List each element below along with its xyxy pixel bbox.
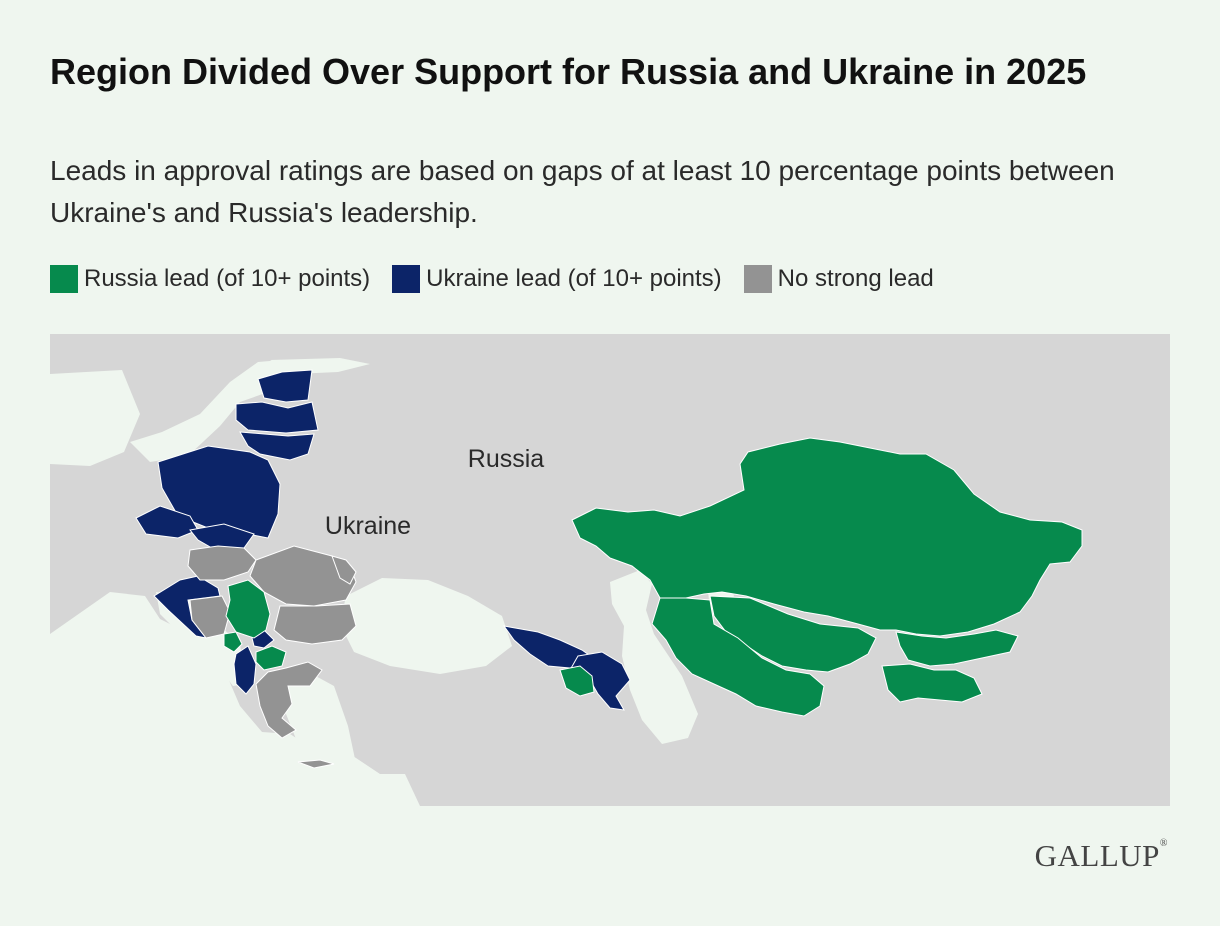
legend-item-no-lead: No strong lead [743, 265, 934, 293]
mediterranean-sea [50, 592, 420, 806]
country-armenia [559, 665, 595, 697]
country-greece-crete [297, 759, 335, 769]
gallup-logo: GALLUP® [1035, 838, 1168, 874]
country-greece [255, 661, 323, 739]
country-tajikistan [881, 663, 983, 703]
legend: Russia lead (of 10+ points) Ukraine lead… [50, 262, 956, 296]
ukraine-lead-countries [135, 369, 631, 711]
baltic-sea [130, 360, 302, 462]
chart-title: Region Divided Over Support for Russia a… [50, 51, 1087, 92]
label-russia: Russia [468, 445, 545, 473]
gulf-of-finland [270, 358, 370, 374]
legend-label-russia-lead: Russia lead (of 10+ points) [84, 265, 371, 292]
legend-label-no-lead: No strong lead [777, 265, 934, 292]
country-albania [233, 645, 257, 695]
chart-subtitle: Leads in approval ratings are based on g… [50, 155, 1115, 228]
map-svg: Russia Ukraine [50, 334, 1170, 806]
black-sea [340, 578, 512, 674]
country-latvia [235, 401, 319, 434]
country-kyrgyzstan [895, 629, 1019, 667]
country-montenegro [223, 631, 243, 653]
map: Russia Ukraine [50, 334, 1170, 806]
country-lithuania [239, 431, 315, 461]
registered-mark: ® [1159, 838, 1168, 849]
aegean-sea [282, 674, 355, 770]
gallup-logo-text: GALLUP [1034, 838, 1160, 873]
country-moldova [331, 555, 357, 585]
caspian-sea [610, 570, 698, 744]
legend-swatch-ukraine-lead [392, 265, 421, 293]
legend-swatch-russia-lead [50, 265, 78, 293]
north-sea [50, 370, 140, 466]
no-lead-countries [187, 545, 357, 769]
russia-lead-countries [223, 437, 1083, 717]
country-romania [249, 545, 357, 607]
legend-swatch-no-lead [743, 265, 772, 293]
legend-item-ukraine-lead: Ukraine lead (of 10+ points) [392, 265, 722, 293]
legend-label-ukraine-lead: Ukraine lead (of 10+ points) [426, 265, 722, 292]
legend-item-russia-lead: Russia lead (of 10+ points) [50, 265, 370, 293]
country-estonia [257, 369, 313, 403]
country-hungary [187, 545, 257, 581]
country-serbia [225, 579, 271, 639]
label-ukraine: Ukraine [325, 512, 411, 540]
country-bulgaria [273, 603, 357, 645]
country-croatia [153, 575, 221, 639]
country-turkmenistan [651, 597, 825, 717]
country-north-macedonia [255, 645, 287, 671]
